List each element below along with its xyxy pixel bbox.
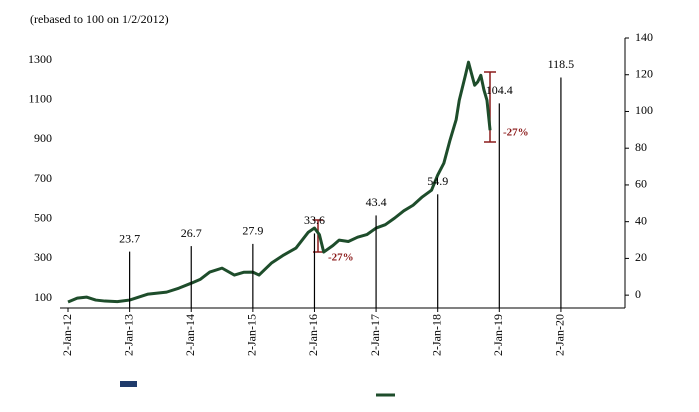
- y-tick-label: 1100: [28, 91, 52, 105]
- bar-label: 26.7: [181, 226, 202, 240]
- y2-tick-label: 140: [635, 30, 653, 44]
- bar-label: 104.4: [486, 83, 513, 97]
- x-tick-label: 2-Jan-20: [553, 314, 567, 356]
- y-tick-label: 900: [34, 131, 52, 145]
- x-tick-label: 2-Jan-15: [245, 314, 259, 356]
- x-tick-label: 2-Jan-12: [60, 314, 74, 356]
- chart-subtitle: (rebased to 100 on 1/2/2012): [30, 12, 169, 26]
- bar-label: 33.6: [304, 213, 325, 227]
- bar-label: 23.7: [119, 231, 140, 245]
- drawdown-bracket: [484, 71, 496, 143]
- y-tick-label: 100: [34, 290, 52, 304]
- price-line: [67, 60, 492, 304]
- y-tick-label: 700: [34, 171, 52, 185]
- y2-tick-label: 80: [635, 140, 647, 154]
- legend-swatch: [120, 381, 137, 387]
- x-tick-label: 2-Jan-18: [429, 314, 443, 356]
- annotation: -27%: [328, 252, 354, 264]
- annotation: -27%: [503, 127, 529, 139]
- x-tick-label: 2-Jan-17: [368, 314, 382, 356]
- bar-label: 118.5: [548, 57, 575, 71]
- y2-tick-label: 20: [635, 250, 647, 264]
- x-tick-label: 2-Jan-14: [183, 314, 197, 356]
- x-tick-label: 2-Jan-19: [491, 314, 505, 356]
- y-tick-label: 300: [34, 250, 52, 264]
- y2-tick-label: 120: [635, 66, 653, 80]
- x-tick-label: 2-Jan-16: [306, 314, 320, 356]
- bar-label: 43.4: [366, 195, 387, 209]
- y2-tick-label: 0: [635, 287, 641, 301]
- bar-label: 54.9: [427, 174, 448, 188]
- bar-label: 27.9: [242, 224, 263, 238]
- y2-tick-label: 60: [635, 177, 647, 191]
- y2-tick-label: 40: [635, 213, 647, 227]
- y2-tick-label: 100: [635, 103, 653, 117]
- x-tick-label: 2-Jan-13: [121, 314, 135, 356]
- y-tick-label: 500: [34, 210, 52, 224]
- y-tick-label: 1300: [28, 52, 52, 66]
